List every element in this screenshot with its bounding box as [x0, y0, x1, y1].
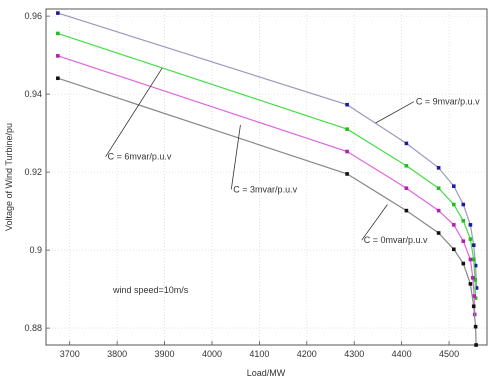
data-point	[56, 54, 60, 58]
series-line-0	[57, 12, 478, 289]
series-line-3	[57, 77, 477, 346]
data-point	[404, 186, 409, 190]
data-point	[404, 208, 409, 213]
series-label: C = 3mvar/p.u.v	[233, 184, 297, 194]
data-point	[468, 223, 473, 227]
data-point	[452, 247, 456, 252]
data-point	[452, 202, 456, 207]
x-axis-title: Load/MW	[247, 368, 286, 378]
y-tick-label: 0.96	[24, 11, 42, 21]
series-line-1	[57, 32, 477, 299]
y-tick-label: 0.9	[29, 245, 42, 255]
data-point	[436, 231, 441, 235]
data-point	[472, 294, 476, 298]
data-point	[461, 218, 466, 223]
data-point	[436, 186, 441, 190]
data-point	[345, 102, 349, 107]
data-point	[345, 149, 349, 154]
annotation-leader-line	[375, 101, 415, 124]
data-point	[56, 31, 60, 36]
x-tick-label: 3700	[60, 349, 80, 359]
data-point	[56, 76, 60, 81]
data-point	[468, 257, 473, 262]
data-point	[471, 304, 476, 309]
series-line-2	[57, 55, 476, 315]
data-point	[56, 11, 60, 15]
data-point	[470, 276, 475, 280]
data-point	[452, 223, 456, 227]
data-point	[471, 257, 476, 262]
data-point	[404, 164, 409, 168]
wind-speed-note: wind speed=10m/s	[112, 285, 189, 295]
series-layer	[56, 11, 479, 347]
data-point	[436, 166, 441, 170]
data-point	[345, 127, 349, 131]
data-point	[468, 282, 473, 286]
data-point	[461, 239, 466, 243]
plot-area	[45, 8, 488, 346]
data-point	[468, 237, 473, 241]
x-tick-label: 4100	[249, 349, 269, 359]
x-tick-label: 4500	[439, 349, 459, 359]
y-tick-label: 0.88	[24, 323, 42, 333]
data-point	[474, 343, 478, 347]
data-point	[345, 172, 349, 176]
data-point	[404, 141, 409, 146]
data-point	[473, 296, 478, 300]
annotation-layer: C = 9mvar/p.u.v C = 6mvar/p.u.v C = 3mvar/…	[105, 67, 480, 245]
y-tick-label: 0.92	[24, 167, 42, 177]
axes: 3700 3800 3900 4000 4100 4200 4300 4400 4500 0.88…	[24, 11, 459, 359]
data-point	[473, 278, 477, 282]
data-point	[461, 261, 466, 266]
series-label: C = 0mvar/p.u.v	[364, 235, 428, 245]
x-tick-label: 4400	[392, 349, 412, 359]
x-tick-label: 4300	[344, 349, 364, 359]
data-point	[473, 263, 478, 268]
data-point	[461, 202, 466, 207]
grid	[46, 9, 487, 345]
data-point	[452, 184, 456, 188]
y-tick-label: 0.94	[24, 89, 42, 99]
x-tick-label: 4000	[202, 349, 222, 359]
series-label: C = 9mvar/p.u.v	[416, 97, 480, 107]
data-point	[436, 208, 441, 213]
data-point	[473, 324, 478, 329]
x-tick-label: 4200	[297, 349, 317, 359]
data-point	[471, 243, 476, 248]
annotation-leader-line	[105, 67, 163, 157]
x-tick-label: 3800	[107, 349, 127, 359]
series-label: C = 6mvar/p.u.v	[108, 152, 172, 162]
y-axis-title: Voltage of Wind Turbine/pu	[4, 123, 14, 231]
annotation-leader-line	[230, 125, 241, 190]
data-point	[474, 286, 479, 290]
x-tick-label: 3900	[155, 349, 175, 359]
annotation-leader-line	[361, 204, 388, 241]
